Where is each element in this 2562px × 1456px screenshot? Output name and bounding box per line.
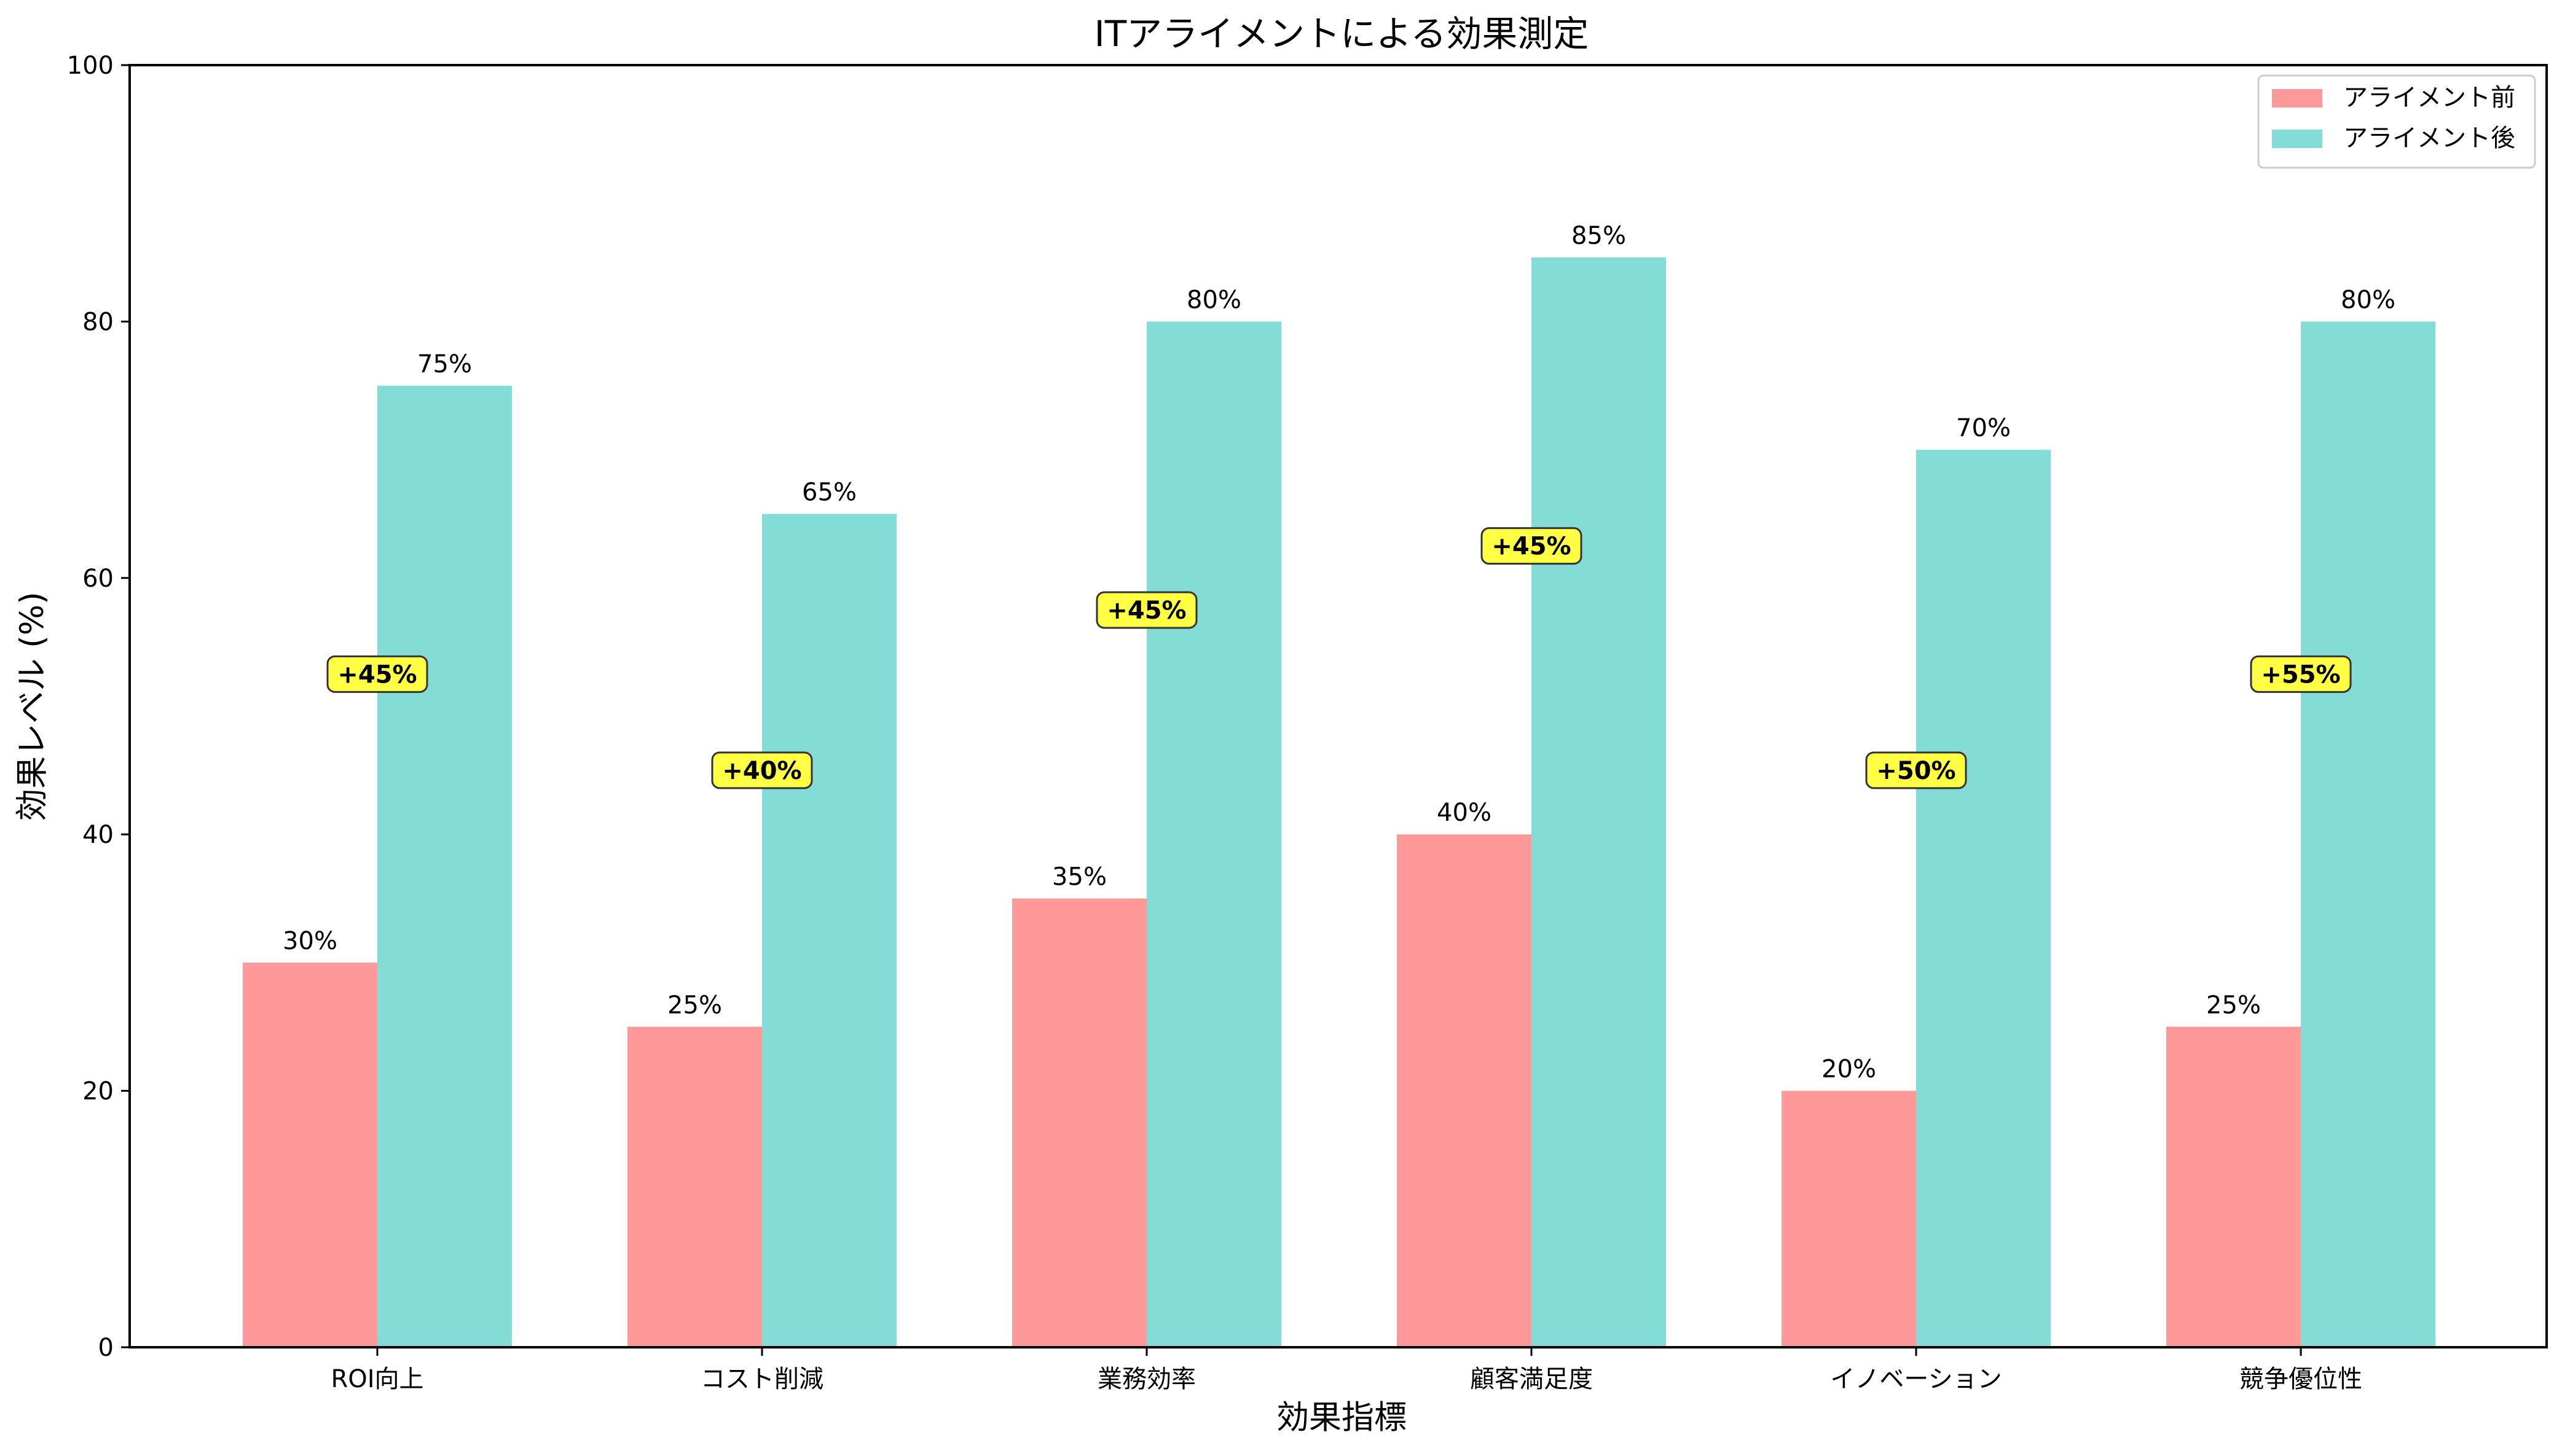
chart-title: ITアライメントによる効果測定 <box>1094 13 1589 55</box>
bar-value-label: 35% <box>1052 863 1107 891</box>
x-tick-label: イノベーション <box>1830 1365 2002 1393</box>
plot-frame <box>128 64 2548 1348</box>
improvement-badge <box>2250 655 2352 693</box>
improvement-label: +55% <box>2261 660 2340 689</box>
bar-value-label: 30% <box>283 927 337 955</box>
improvement-label: +40% <box>722 757 801 785</box>
improvement-badge <box>1096 591 1198 629</box>
bar-value-label: 25% <box>2206 991 2261 1019</box>
bar <box>243 962 377 1347</box>
legend-label: アライメント前 <box>2343 84 2515 112</box>
y-tick-label: 20 <box>82 1078 114 1106</box>
bar-value-label: 70% <box>1956 414 2011 442</box>
x-tick-label: ROI向上 <box>331 1365 423 1393</box>
improvement-label: +45% <box>337 660 417 689</box>
bar-value-label: 80% <box>2341 286 2395 314</box>
bar-value-label: 85% <box>1571 222 1626 250</box>
bar <box>377 385 512 1347</box>
x-tick-label: コスト削減 <box>701 1365 823 1393</box>
y-tick-label: 100 <box>67 52 114 80</box>
bar-value-label: 80% <box>1187 286 1241 314</box>
improvement-badge <box>1865 751 1967 789</box>
bar <box>2301 321 2435 1347</box>
bar <box>1782 1090 1916 1347</box>
bar <box>1397 834 1531 1347</box>
bar-value-label: 40% <box>1437 799 1491 827</box>
y-tick-label: 80 <box>82 308 114 336</box>
bar <box>1147 321 1281 1347</box>
bar <box>627 1027 762 1347</box>
legend-box <box>2257 74 2536 169</box>
bar <box>1531 257 1666 1347</box>
x-tick-label: 顧客満足度 <box>1470 1365 1593 1393</box>
y-tick-label: 60 <box>82 565 114 593</box>
improvement-label: +50% <box>1876 757 1955 785</box>
x-axis-label: 効果指標 <box>1276 1399 1407 1436</box>
bar <box>762 514 897 1348</box>
bar-value-label: 25% <box>667 991 722 1019</box>
y-tick-label: 40 <box>82 821 114 849</box>
improvement-badge <box>1480 527 1582 565</box>
y-axis-label: 効果レベル (%) <box>14 592 51 821</box>
legend-label: アライメント後 <box>2343 124 2515 152</box>
x-tick-label: 競争優位性 <box>2239 1365 2362 1393</box>
improvement-label: +45% <box>1491 533 1571 561</box>
bar-value-label: 65% <box>802 478 857 506</box>
bar <box>2166 1027 2301 1347</box>
bar <box>1916 450 2051 1347</box>
improvement-badge <box>326 655 428 693</box>
legend-swatch <box>2272 130 2322 148</box>
bar-value-label: 75% <box>417 350 472 378</box>
legend-swatch <box>2272 89 2322 108</box>
y-tick-label: 0 <box>98 1334 114 1362</box>
bar <box>1012 898 1147 1347</box>
x-tick-label: 業務効率 <box>1098 1365 1196 1393</box>
improvement-badge <box>711 751 813 789</box>
bar-value-label: 20% <box>1821 1055 1876 1084</box>
improvement-label: +45% <box>1107 597 1186 625</box>
